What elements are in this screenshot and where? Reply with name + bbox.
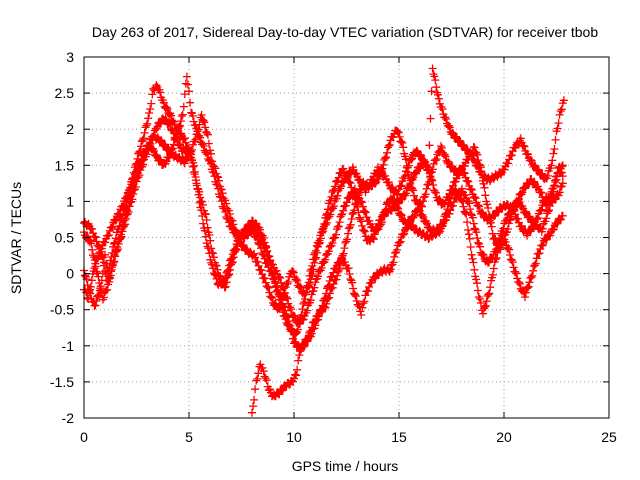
y-tick-label: -1.5 — [50, 374, 74, 390]
marker-path-track-5 — [248, 185, 567, 417]
x-axis-label: GPS time / hours — [292, 458, 399, 474]
x-tick-label: 10 — [286, 429, 302, 445]
y-tick-label: -0.5 — [50, 302, 74, 318]
y-tick-label: 0 — [66, 266, 74, 282]
y-tick-label: 1 — [66, 193, 74, 209]
tick-marks — [83, 56, 610, 419]
chart-title: Day 263 of 2017, Sidereal Day-to-day VTE… — [92, 24, 599, 40]
y-tick-label: -2 — [62, 410, 75, 426]
y-tick-label: 3 — [66, 49, 74, 65]
x-tick-label: 20 — [496, 429, 512, 445]
y-tick-label: 2.5 — [55, 85, 75, 101]
x-tick-label: 15 — [391, 429, 407, 445]
x-tick-label: 0 — [80, 429, 88, 445]
x-tick-label: 5 — [185, 429, 193, 445]
series-track-5 — [248, 185, 567, 417]
y-axis-label: SDTVAR / TECUs — [8, 182, 24, 294]
x-tick-label: 25 — [601, 429, 617, 445]
y-tick-label: 0.5 — [55, 230, 75, 246]
y-tick-label: -1 — [62, 338, 75, 354]
tick-labels: 0 5 10 15 20 25 -2 -1.5 -1 -0.5 0 0.5 1 1.5 2 2.5 3 — [50, 49, 617, 445]
y-tick-label: 1.5 — [55, 157, 75, 173]
y-tick-label: 2 — [66, 121, 74, 137]
